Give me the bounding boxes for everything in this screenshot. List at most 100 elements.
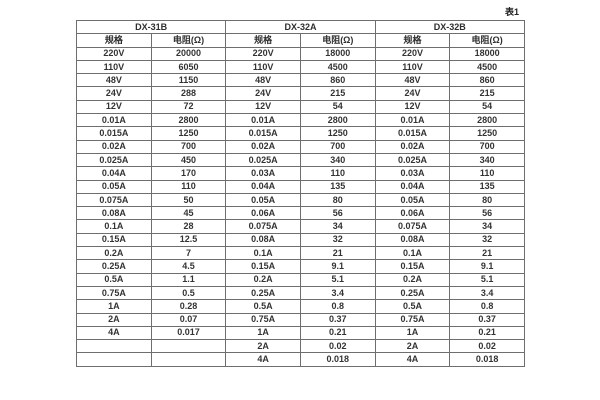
table-cell: 110 [299, 166, 376, 181]
spec-table-section: 表1 DX-31B DX-32A DX-32B 规格 电阻(Ω) 规格 电阻(Ω… [75, 6, 526, 367]
table-cell: 32 [299, 232, 376, 248]
table-cell: 0.15A [76, 232, 152, 248]
table-cell: 34 [449, 219, 525, 234]
table-cell: 110V [76, 59, 152, 75]
table-cell: 0.03A [225, 166, 301, 181]
table-cell: 0.05A [225, 192, 301, 208]
table-header: DX-31B DX-32A DX-32B 规格 电阻(Ω) 规格 电阻(Ω) 规… [75, 19, 526, 48]
table-cell: 2A [225, 339, 301, 354]
table-row: 0.5A 1.1 0.2A 5.1 0.2A 5.1 [76, 272, 525, 287]
table-cell: 135 [299, 179, 376, 194]
table-cell: 21 [449, 246, 525, 261]
table-cell: 18000 [299, 46, 376, 61]
table-cell: 860 [449, 73, 525, 88]
table-row: 0.1A 28 0.075A 34 0.075A 34 [76, 219, 525, 234]
table-cell: 700 [299, 139, 376, 154]
table-cell: 1250 [449, 126, 525, 141]
resistance-spec-table: DX-31B DX-32A DX-32B 规格 电阻(Ω) 规格 电阻(Ω) 规… [75, 19, 526, 367]
table-cell: 54 [449, 99, 525, 115]
table-cell: 1.1 [150, 272, 227, 287]
table-cell: 0.5 [150, 285, 227, 301]
table-cell: 0.01A [374, 113, 451, 128]
table-body: 220V 20000 220V 18000 220V 18000 110V 6050 110V 4… [76, 46, 525, 367]
table-cell: 1250 [299, 126, 376, 141]
table-cell: 45 [150, 206, 227, 221]
table-row: 2A 0.07 0.75A 0.37 0.75A 0.37 [76, 312, 525, 327]
table-row: 0.015A 1250 0.015A 1250 0.015A 1250 [76, 126, 525, 141]
table-row: 110V 6050 110V 4500 110V 4500 [76, 59, 525, 75]
column-header-row: 规格 电阻(Ω) 规格 电阻(Ω) 规格 电阻(Ω) [76, 33, 525, 48]
table-cell: 700 [449, 139, 525, 154]
table-cell: 12V [374, 99, 451, 115]
table-cell: 0.02A [76, 139, 152, 154]
table-cell: 0.1A [76, 219, 152, 234]
table-cell: 54 [299, 99, 376, 115]
table-cell: 1150 [150, 73, 227, 88]
table-cell: 0.025A [374, 152, 451, 168]
table-cell: 0.15A [374, 259, 451, 274]
table-cell: 3.4 [299, 285, 376, 301]
table-row: 48V 1150 48V 860 48V 860 [76, 73, 525, 88]
table-cell: 0.08A [374, 232, 451, 248]
table-cell: 220V [374, 46, 451, 61]
table-cell: 0.5A [76, 272, 152, 287]
column-header-spec: 规格 [374, 33, 451, 48]
table-row: 0.04A 170 0.03A 110 0.03A 110 [76, 166, 525, 181]
table-cell: 0.25A [374, 285, 451, 301]
table-cell: 0.015A [374, 126, 451, 141]
table-cell: 0.025A [225, 152, 301, 168]
table-cell: 0.04A [225, 179, 301, 194]
table-cell: 34 [299, 219, 376, 234]
column-header-resistance: 电阻(Ω) [449, 33, 525, 48]
table-cell: 0.075A [225, 219, 301, 234]
group-header-dx32a: DX-32A [225, 19, 376, 35]
table-cell: 0.25A [76, 259, 152, 274]
table-cell: 6050 [150, 59, 227, 75]
table-cell: 12V [76, 99, 152, 115]
table-cell: 0.017 [150, 325, 227, 341]
table-cell: 0.06A [225, 206, 301, 221]
table-cell: 5.1 [449, 272, 525, 287]
table-cell: 0.8 [299, 299, 376, 314]
table-cell: 135 [449, 179, 525, 194]
table-cell: 0.018 [299, 352, 376, 367]
table-cell: 215 [299, 86, 376, 101]
table-cell: 5.1 [299, 272, 376, 287]
table-cell: 2800 [299, 113, 376, 128]
table-cell: 80 [449, 192, 525, 208]
table-cell: 0.02 [449, 339, 525, 354]
table-cell: 0.1A [225, 246, 301, 261]
table-cell: 0.01A [225, 113, 301, 128]
table-cell: 450 [150, 152, 227, 168]
table-cell: 0.21 [299, 325, 376, 341]
table-cell: 1A [374, 325, 451, 341]
table-row: 0.2A 7 0.1A 21 0.1A 21 [76, 246, 525, 261]
table-cell: 0.06A [374, 206, 451, 221]
table-cell: 110 [449, 166, 525, 181]
table-cell: 0.05A [374, 192, 451, 208]
table-cell: 0.05A [76, 179, 152, 194]
table-cell: 0.04A [76, 166, 152, 181]
table-cell: 340 [299, 152, 376, 168]
table-cell: 215 [449, 86, 525, 101]
table-cell: 72 [150, 99, 227, 115]
table-cell: 700 [150, 139, 227, 154]
table-cell: 0.15A [225, 259, 301, 274]
table-cell: 0.01A [76, 113, 152, 128]
table-cell: 0.015A [76, 126, 152, 141]
column-header-spec: 规格 [225, 33, 301, 48]
table-cell: 0.025A [76, 152, 152, 168]
table-cell: 0.5A [225, 299, 301, 314]
table-cell: 0.015A [225, 126, 301, 141]
group-header-row: DX-31B DX-32A DX-32B [75, 19, 526, 35]
table-cell: 0.37 [299, 312, 376, 327]
table-cell: 2A [76, 312, 152, 327]
table-cell: 0.28 [150, 299, 227, 314]
table-cell: 3.4 [449, 285, 525, 301]
table-cell: 50 [150, 192, 227, 208]
table-cell: 340 [449, 152, 525, 168]
table-cell: 288 [150, 86, 227, 101]
table-row: 0.01A 2800 0.01A 2800 0.01A 2800 [76, 113, 525, 128]
table-cell [76, 352, 152, 367]
table-cell: 32 [449, 232, 525, 248]
